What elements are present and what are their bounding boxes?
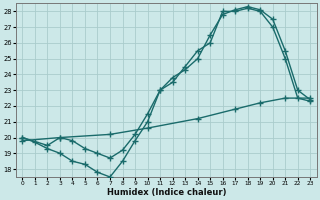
X-axis label: Humidex (Indice chaleur): Humidex (Indice chaleur) (107, 188, 226, 197)
